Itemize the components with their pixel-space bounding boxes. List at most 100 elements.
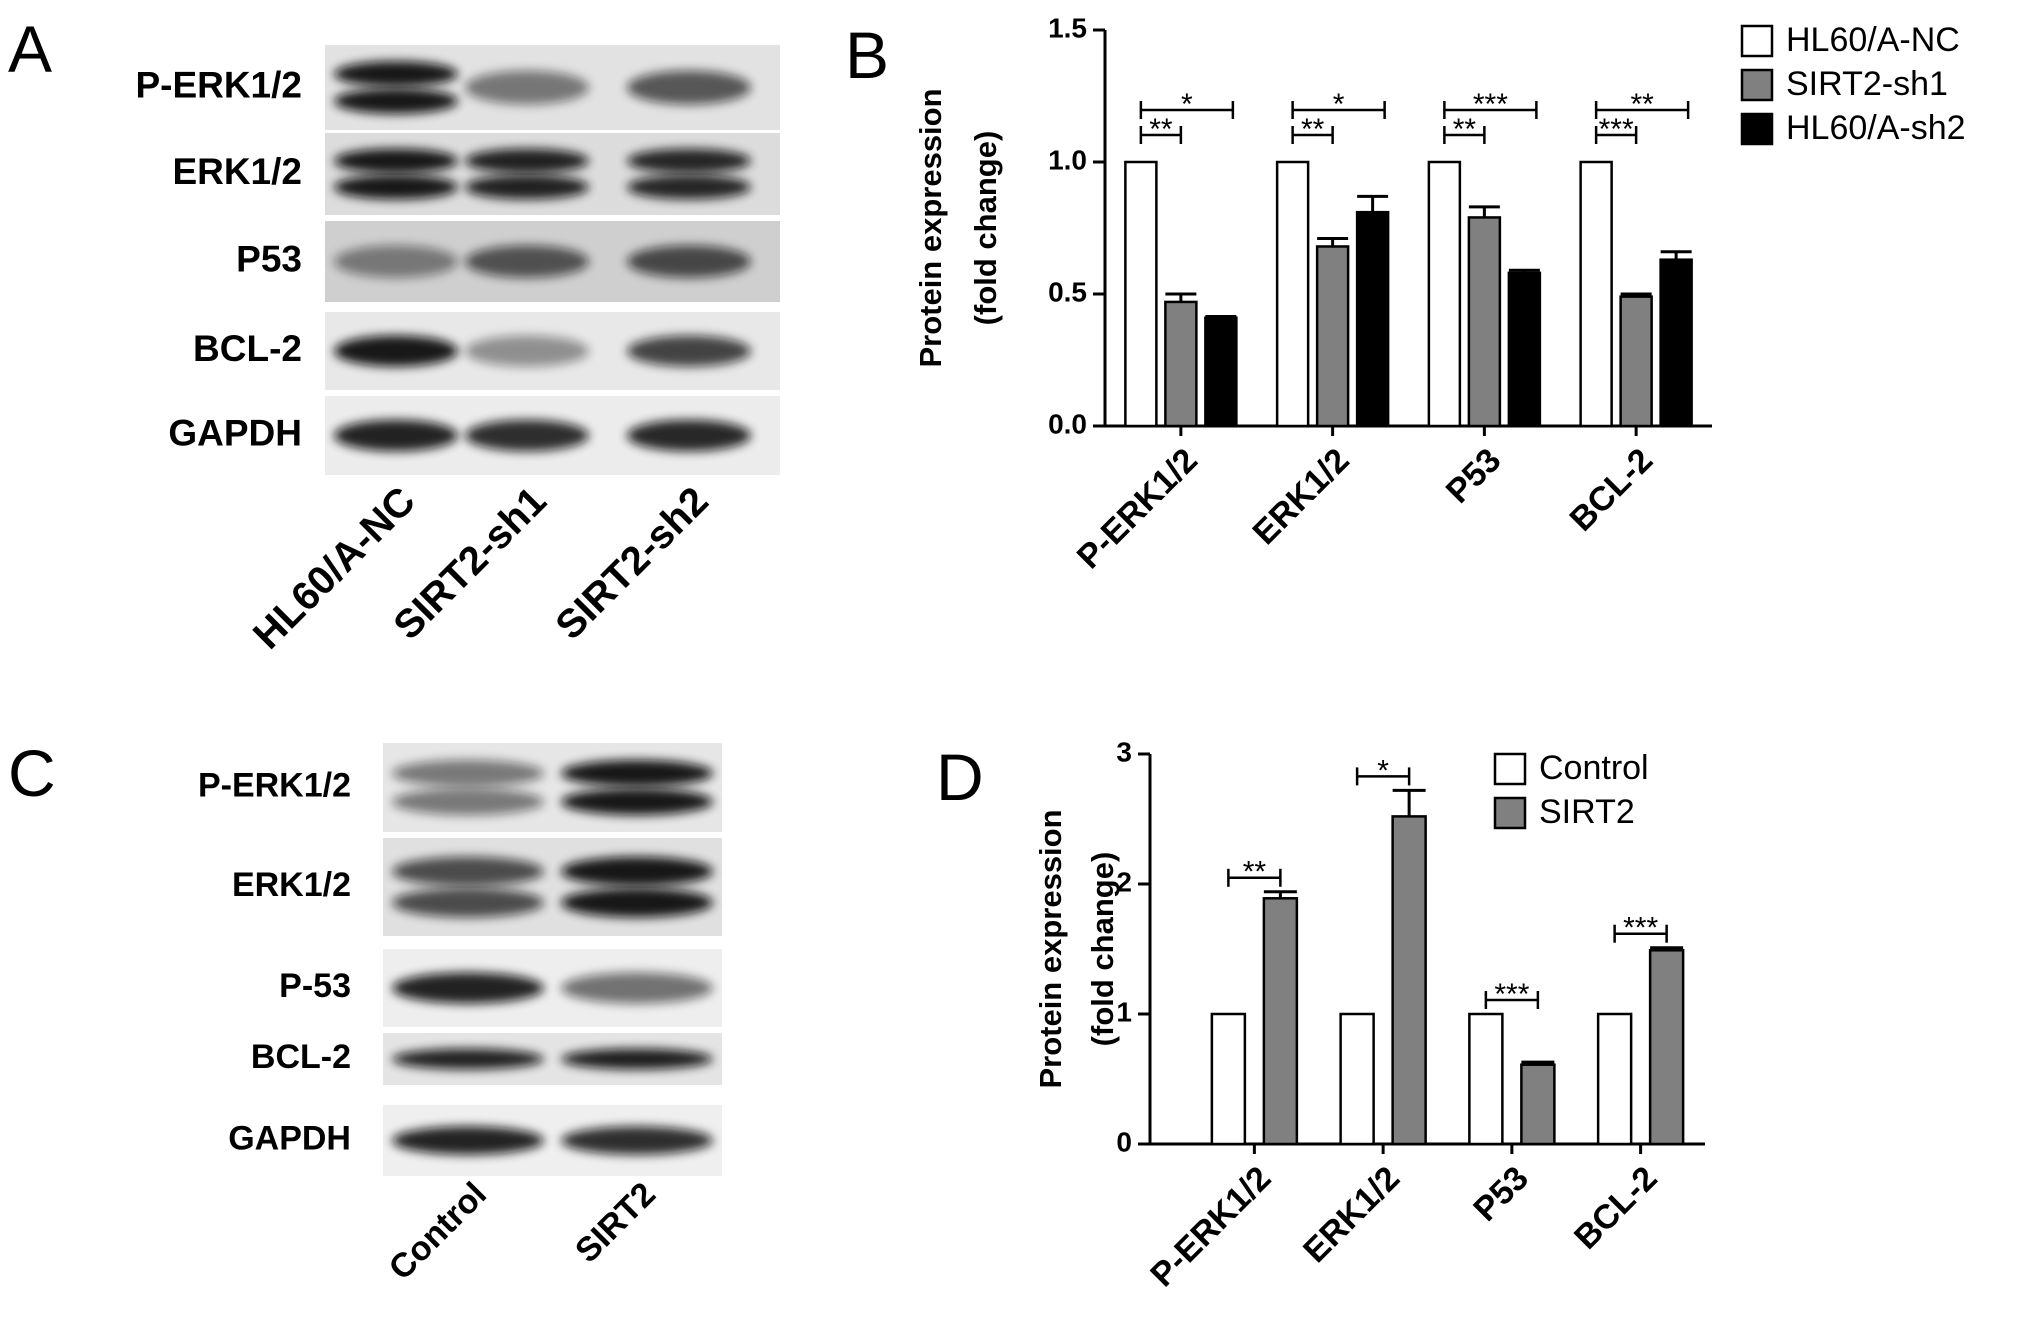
- blot-row-label: P53: [236, 238, 302, 279]
- significance-label: ***: [1623, 912, 1658, 945]
- blot-band: [392, 788, 544, 816]
- blot-row-label: ERK1/2: [232, 866, 351, 904]
- bar: [1275, 160, 1310, 428]
- legend-label: SIRT2-sh1: [1786, 65, 1948, 103]
- bar: [1468, 1012, 1504, 1146]
- blot-band: [561, 1048, 713, 1070]
- blot-band: [334, 61, 458, 87]
- panel-letter: D: [936, 740, 984, 814]
- bar: [1507, 271, 1542, 428]
- bar: [1355, 210, 1390, 428]
- legend-label: HL60/A-sh2: [1786, 109, 1966, 147]
- blot-band: [627, 245, 751, 278]
- y-axis-label: (fold change): [968, 131, 1003, 326]
- blot-band: [334, 148, 458, 174]
- blot-band: [561, 887, 713, 918]
- x-tick-label: BCL-2: [1562, 441, 1660, 539]
- significance-label: **: [1630, 88, 1654, 121]
- significance-label: *: [1181, 88, 1193, 121]
- bar: [1204, 316, 1238, 428]
- blot-strip: [325, 133, 780, 215]
- blot-row-label: P-53: [279, 967, 351, 1005]
- y-tick-label: 0.5: [1048, 276, 1087, 307]
- lane-label: Control: [382, 1175, 494, 1287]
- blot-row-label: GAPDH: [228, 1119, 351, 1157]
- significance-label: ***: [1599, 113, 1634, 146]
- lane-label: HL60/A-NC: [245, 479, 424, 658]
- bar: [1579, 160, 1613, 428]
- blot-row-label: P-ERK1/2: [135, 64, 302, 105]
- x-tick-label: P-ERK1/2: [1070, 441, 1205, 576]
- y-tick-label: 1: [1116, 996, 1132, 1027]
- legend-swatch: [1740, 68, 1774, 102]
- y-tick-label: 2: [1116, 866, 1132, 897]
- blot-band: [465, 70, 589, 105]
- significance-label: **: [1149, 113, 1173, 146]
- blot-band: [627, 335, 751, 367]
- blot-band: [392, 1048, 544, 1070]
- bar: [1339, 1012, 1375, 1146]
- y-tick-label: 3: [1116, 736, 1132, 767]
- bar: [1391, 815, 1427, 1146]
- blot-band: [334, 245, 458, 278]
- y-axis-label: (fold change): [1085, 852, 1120, 1047]
- panel-letter: A: [8, 12, 52, 86]
- blot-row-label: BCL-2: [193, 328, 302, 369]
- significance-label: *: [1377, 754, 1389, 787]
- bar: [1659, 258, 1693, 428]
- legend-label: SIRT2: [1539, 793, 1635, 831]
- y-axis-label: Protein expression: [913, 88, 948, 367]
- significance-label: **: [1301, 113, 1325, 146]
- blot-row-label: BCL-2: [251, 1038, 351, 1076]
- blot-band: [334, 174, 458, 200]
- bar: [1124, 160, 1158, 428]
- significance-label: **: [1243, 856, 1267, 889]
- x-tick-label: BCL-2: [1567, 1159, 1665, 1257]
- blot-band: [465, 148, 589, 174]
- bar: [1164, 300, 1198, 428]
- blot-band: [334, 335, 458, 367]
- blot-band: [627, 148, 751, 174]
- blot-band: [392, 972, 544, 1004]
- lane-label: SIRT2: [568, 1175, 663, 1270]
- blot-band: [627, 419, 751, 452]
- lane-label: SIRT2-sh2: [547, 479, 716, 648]
- blot-row-label: P-ERK1/2: [198, 766, 351, 804]
- blot-band: [561, 856, 713, 887]
- blot-band: [561, 1126, 713, 1155]
- panel-letter: B: [845, 18, 889, 92]
- bar: [1619, 295, 1653, 428]
- blot-row-label: GAPDH: [168, 412, 302, 453]
- y-tick-label: 1.0: [1048, 144, 1087, 175]
- x-tick-label: P53: [1466, 1159, 1536, 1229]
- x-tick-label: ERK1/2: [1296, 1159, 1407, 1270]
- x-tick-label: ERK1/2: [1246, 441, 1357, 552]
- legend-label: Control: [1539, 749, 1649, 787]
- y-tick-label: 1.5: [1048, 12, 1087, 43]
- significance-label: **: [1453, 113, 1477, 146]
- legend-label: HL60/A-NC: [1786, 21, 1960, 59]
- legend-swatch: [1740, 112, 1774, 146]
- blot-row-label: ERK1/2: [172, 151, 302, 192]
- blot-band: [627, 174, 751, 200]
- blot-band: [392, 887, 544, 918]
- blot-band: [627, 70, 751, 105]
- bar: [1210, 1012, 1247, 1146]
- blot-band: [392, 759, 544, 787]
- bar: [1648, 949, 1685, 1146]
- blot-band: [465, 335, 589, 367]
- significance-label: ***: [1473, 88, 1508, 121]
- blot-band: [561, 972, 713, 1004]
- bar: [1467, 216, 1502, 428]
- blot-band: [465, 245, 589, 278]
- bar: [1315, 245, 1350, 428]
- blot-band: [334, 88, 458, 114]
- bar: [1520, 1063, 1556, 1146]
- bar: [1596, 1012, 1633, 1146]
- x-tick-label: P53: [1439, 441, 1509, 511]
- blot-band: [392, 856, 544, 887]
- significance-label: ***: [1494, 978, 1529, 1011]
- blot-band: [465, 419, 589, 452]
- legend-swatch: [1493, 752, 1527, 786]
- legend-swatch: [1740, 24, 1774, 58]
